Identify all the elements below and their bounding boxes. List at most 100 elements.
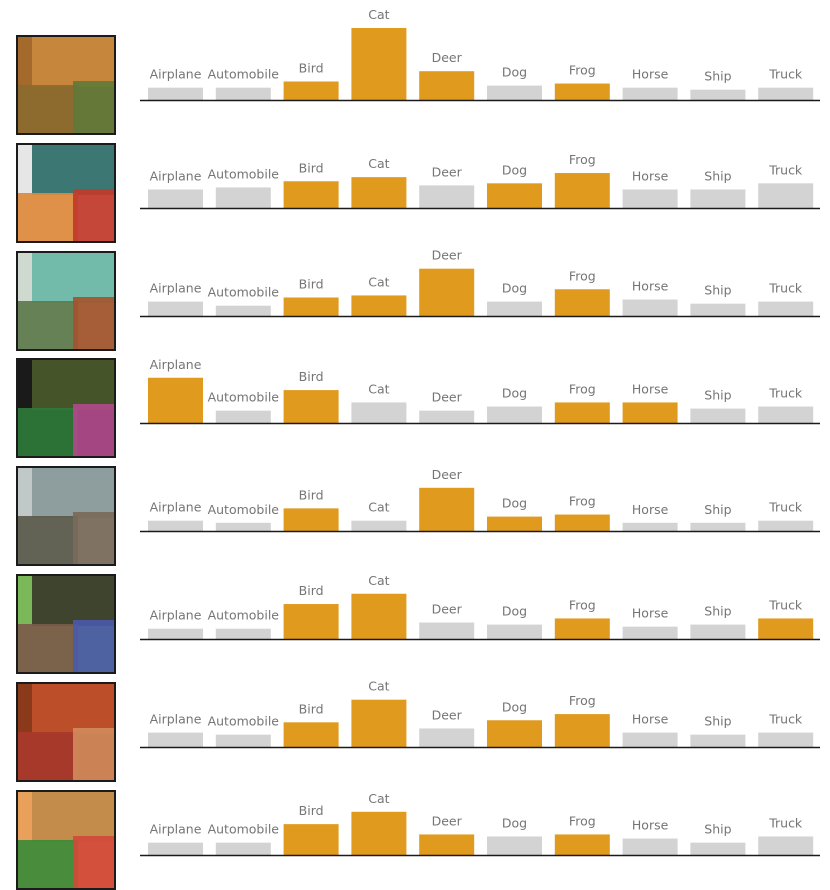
bar-airplane bbox=[148, 301, 203, 316]
bar-ship bbox=[690, 522, 746, 532]
bar-dog bbox=[487, 516, 542, 532]
bar-truck bbox=[758, 520, 814, 532]
sample-row: Airplane Automobile Bird Cat Deer Dog Frog Hors… bbox=[0, 247, 830, 351]
bar-frog bbox=[554, 288, 610, 316]
sample-row: Airplane Automobile Bird Cat Deer Dog Frog Hors… bbox=[0, 357, 830, 459]
bar-dog bbox=[487, 624, 542, 639]
bar-label-cat: Cat bbox=[368, 7, 389, 22]
bar-airplane bbox=[148, 842, 203, 855]
bar-bird bbox=[283, 604, 339, 639]
bar-plot: Airplane Automobile Bird Cat Deer Dog Frog Hors… bbox=[140, 573, 820, 674]
bar-dog bbox=[487, 720, 542, 747]
bar-label-dog: Dog bbox=[502, 496, 527, 511]
bar-label-deer: Deer bbox=[432, 602, 463, 617]
bar-plot: Airplane Automobile Bird Cat Deer Dog Frog Hors… bbox=[140, 143, 820, 243]
bar-label-ship: Ship bbox=[704, 69, 731, 84]
bar-label-bird: Bird bbox=[299, 701, 324, 716]
bar-cat bbox=[351, 520, 407, 532]
bar-label-horse: Horse bbox=[632, 382, 669, 397]
bar-label-truck: Truck bbox=[768, 815, 803, 830]
bar-deer bbox=[419, 185, 475, 208]
bar-label-cat: Cat bbox=[368, 790, 389, 805]
bar-chart-svg: Airplane Automobile Bird Cat Deer Dog Frog Hors… bbox=[140, 357, 820, 425]
bar-dog bbox=[487, 406, 542, 424]
bar-label-frog: Frog bbox=[569, 693, 596, 708]
bar-automobile bbox=[215, 305, 271, 316]
thumbnail-tile bbox=[32, 360, 114, 411]
bar-frog bbox=[554, 713, 610, 747]
thumbnail-tile bbox=[32, 791, 114, 842]
bar-label-airplane: Airplane bbox=[150, 168, 202, 183]
thumbnail-tile bbox=[32, 576, 114, 626]
bar-label-horse: Horse bbox=[632, 711, 669, 726]
bar-label-cat: Cat bbox=[368, 678, 389, 693]
bar-dog bbox=[487, 183, 542, 208]
bar-truck bbox=[758, 618, 814, 639]
bar-label-frog: Frog bbox=[569, 63, 596, 78]
thumbnail-tile bbox=[18, 731, 78, 780]
bar-truck bbox=[758, 183, 814, 208]
bar-ship bbox=[690, 842, 746, 855]
bar-cat bbox=[351, 295, 407, 316]
bar-chart-svg: Airplane Automobile Bird Cat Deer Dog Frog Hors… bbox=[140, 790, 820, 856]
bar-label-ship: Ship bbox=[704, 604, 731, 619]
bar-label-automobile: Automobile bbox=[208, 608, 280, 623]
bar-airplane bbox=[148, 732, 203, 747]
bar-label-horse: Horse bbox=[632, 606, 669, 621]
bar-airplane bbox=[148, 520, 203, 532]
bar-dog bbox=[487, 836, 542, 855]
bar-horse bbox=[622, 87, 678, 100]
bar-label-ship: Ship bbox=[704, 168, 731, 183]
bar-label-dog: Dog bbox=[502, 604, 527, 619]
bar-label-airplane: Airplane bbox=[150, 500, 202, 515]
image-mosaic-teal bbox=[16, 250, 116, 351]
bar-automobile bbox=[215, 187, 271, 208]
bar-horse bbox=[622, 838, 678, 855]
bar-truck bbox=[758, 836, 814, 855]
bar-cat bbox=[351, 402, 407, 424]
image-mosaic-mixed bbox=[16, 142, 116, 243]
bar-label-ship: Ship bbox=[704, 713, 731, 728]
bar-label-dog: Dog bbox=[502, 699, 527, 714]
bar-label-automobile: Automobile bbox=[208, 284, 280, 299]
thumbnail-tile bbox=[73, 727, 114, 780]
bar-label-bird: Bird bbox=[299, 369, 324, 384]
bar-deer bbox=[419, 728, 475, 747]
bar-automobile bbox=[215, 411, 271, 424]
bar-ship bbox=[690, 303, 746, 316]
bar-chart-svg: Airplane Automobile Bird Cat Deer Dog Frog Hors… bbox=[140, 152, 820, 210]
thumbnail-tile bbox=[18, 624, 78, 672]
bar-plot: Airplane Automobile Bird Cat Deer Dog Frog Hors… bbox=[140, 357, 820, 458]
bar-label-truck: Truck bbox=[768, 500, 803, 515]
bar-label-automobile: Automobile bbox=[208, 390, 280, 405]
bar-label-airplane: Airplane bbox=[150, 821, 202, 836]
bar-plot: Airplane Automobile Bird Cat Deer Dog Frog Hors… bbox=[140, 466, 820, 566]
bar-label-truck: Truck bbox=[768, 386, 803, 401]
bar-horse bbox=[622, 732, 678, 747]
bar-horse bbox=[622, 626, 678, 639]
bar-ship bbox=[690, 408, 746, 424]
bar-label-deer: Deer bbox=[432, 467, 463, 482]
bar-label-ship: Ship bbox=[704, 502, 731, 517]
bar-label-cat: Cat bbox=[368, 274, 389, 289]
sample-row: Airplane Automobile Bird Cat Deer Dog Frog Hors… bbox=[0, 7, 830, 135]
bar-label-truck: Truck bbox=[768, 280, 803, 295]
bar-horse bbox=[622, 189, 678, 208]
bar-label-truck: Truck bbox=[768, 67, 803, 82]
bar-bird bbox=[283, 181, 339, 208]
thumbnail-tile bbox=[32, 468, 114, 519]
bar-label-dog: Dog bbox=[502, 65, 527, 80]
bar-label-bird: Bird bbox=[299, 583, 324, 598]
bar-label-ship: Ship bbox=[704, 388, 731, 403]
bar-plot: Airplane Automobile Bird Cat Deer Dog Frog Hors… bbox=[140, 247, 820, 351]
bar-label-horse: Horse bbox=[632, 502, 669, 517]
bar-label-dog: Dog bbox=[502, 280, 527, 295]
bar-frog bbox=[554, 834, 610, 855]
bar-automobile bbox=[215, 522, 271, 532]
bar-label-frog: Frog bbox=[569, 494, 596, 509]
bar-label-airplane: Airplane bbox=[150, 608, 202, 623]
bar-label-automobile: Automobile bbox=[208, 821, 280, 836]
bar-deer bbox=[419, 411, 475, 424]
bar-horse bbox=[622, 299, 678, 316]
